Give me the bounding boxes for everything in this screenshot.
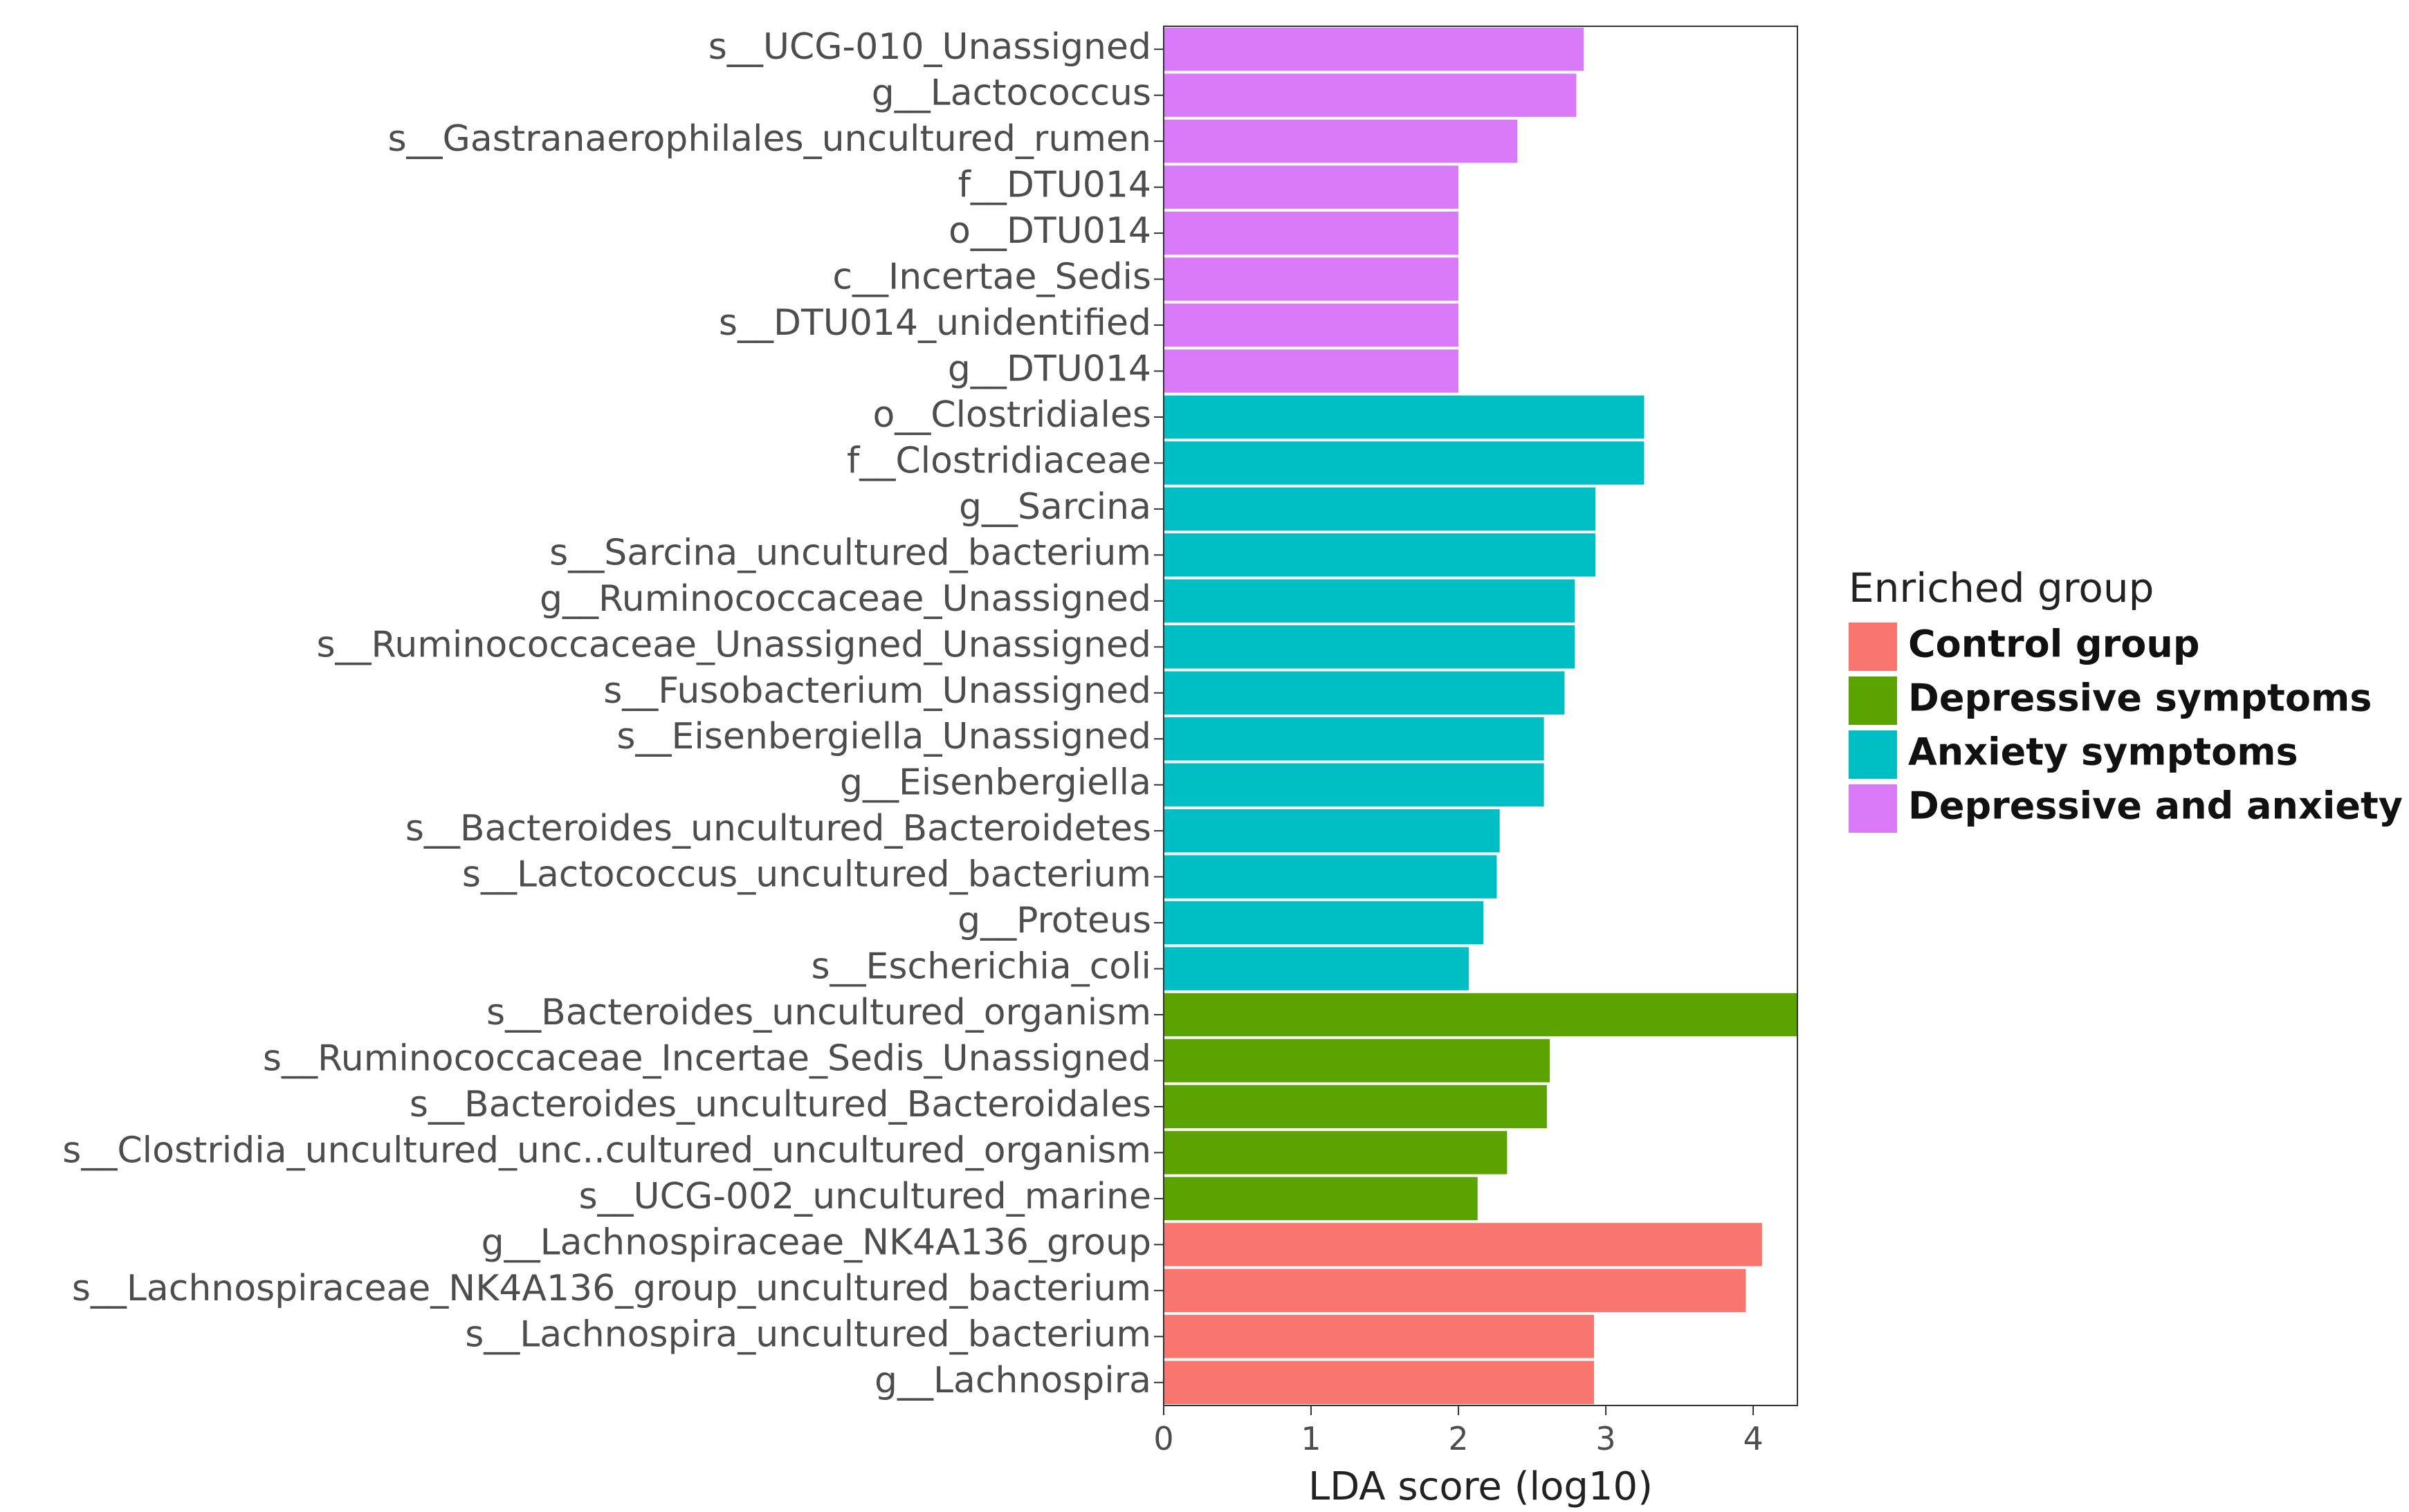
category-label: g__Proteus [958, 900, 1151, 941]
bars-layer [1164, 28, 1797, 1404]
category-label: f__Clostridiaceae [847, 440, 1151, 481]
bar [1164, 303, 1459, 347]
category-label: s__Eisenbergiella_Unassigned [616, 716, 1151, 757]
category-label: s__Gastranaerophilales_uncultured_rumen [387, 118, 1151, 160]
category-label: g__Ruminococcaceae_Unassigned [540, 578, 1151, 620]
category-label: o__DTU014 [949, 210, 1151, 252]
category-label: s__UCG-010_Unassigned [708, 26, 1151, 68]
bar [1164, 947, 1469, 990]
bar [1164, 1177, 1478, 1221]
category-label: s__Ruminococcaceae_Unassigned_Unassigned [316, 624, 1151, 665]
bar [1164, 579, 1575, 623]
legend-label: Control group [1908, 623, 2200, 666]
x-tick-label: 1 [1301, 1420, 1321, 1457]
category-label: g__Lachnospira [874, 1360, 1151, 1401]
category-label: s__Lachnospiraceae_NK4A136_group_uncultu… [72, 1268, 1151, 1309]
category-label: s__DTU014_unidentified [719, 302, 1151, 344]
category-label: s__Fusobacterium_Unassigned [603, 670, 1151, 712]
legend-key [1849, 784, 1897, 833]
x-tick-label: 0 [1153, 1420, 1173, 1457]
bar [1164, 165, 1459, 209]
bar [1164, 717, 1544, 761]
x-axis: 0 1 2 3 4 [1153, 1405, 1764, 1457]
bar [1164, 1361, 1595, 1404]
bar [1164, 73, 1577, 117]
category-label: c__Incertae_Sedis [832, 257, 1151, 298]
x-tick-label: 3 [1595, 1420, 1615, 1457]
bar [1164, 625, 1575, 669]
category-label: s__Clostridia_uncultured_unc..cultured_u… [62, 1130, 1151, 1171]
legend-label: Depressive and anxiety [1908, 784, 2403, 828]
bar [1164, 809, 1500, 853]
category-label: s__Lachnospira_uncultured_bacterium [465, 1313, 1151, 1355]
bar [1164, 28, 1584, 71]
bar [1164, 901, 1484, 945]
category-label: o__Clostridiales [872, 394, 1151, 436]
legend: Enriched group Control group Depressive s… [1849, 564, 2403, 833]
plot-panel-border [1163, 26, 1798, 1406]
category-label: g__DTU014 [948, 349, 1151, 390]
legend-label: Depressive symptoms [1908, 676, 2372, 720]
bar [1164, 671, 1565, 714]
category-label: s__Bacteroides_uncultured_organism [486, 992, 1151, 1033]
legend-title: Enriched group [1849, 564, 2154, 611]
bar [1164, 1315, 1595, 1358]
bar [1164, 763, 1544, 806]
category-label: s__Bacteroides_uncultured_Bacteroidales [410, 1084, 1151, 1125]
category-label: s__Bacteroides_uncultured_Bacteroidetes [405, 808, 1151, 849]
x-tick-label: 2 [1448, 1420, 1468, 1457]
category-label: f__DTU014 [958, 165, 1151, 206]
legend-key [1849, 730, 1897, 779]
category-labels: s__UCG-010_Unassigned g__Lactococcuss__Ga… [62, 26, 1151, 1401]
bar [1164, 855, 1497, 898]
category-label: s__Lactococcus_uncultured_bacterium [462, 854, 1151, 896]
bar [1164, 1131, 1508, 1174]
x-tick-label: 4 [1743, 1420, 1763, 1457]
y-ticks [1154, 48, 1164, 1383]
bar [1164, 119, 1518, 163]
bar [1164, 1039, 1550, 1082]
legend-key [1849, 623, 1897, 671]
x-axis-title: LDA score (log10) [1308, 1464, 1653, 1509]
bar [1164, 487, 1596, 531]
bar [1164, 349, 1459, 393]
category-label: s__Ruminococcaceae_Incertae_Sedis_Unassi… [263, 1038, 1151, 1080]
category-label: s__Sarcina_uncultured_bacterium [549, 532, 1151, 573]
category-label: g__Sarcina [959, 486, 1151, 528]
bar [1164, 1223, 1762, 1266]
bar [1164, 395, 1645, 439]
category-label: s__Escherichia_coli [811, 946, 1151, 988]
bar [1164, 211, 1459, 255]
category-label: g__Eisenbergiella [840, 762, 1151, 804]
bar [1164, 1269, 1746, 1313]
bar [1164, 257, 1459, 301]
bar [1164, 441, 1645, 485]
category-label: s__UCG-002_uncultured_marine [578, 1176, 1151, 1217]
category-label: g__Lachnospiraceae_NK4A136_group [482, 1221, 1151, 1263]
bar [1164, 533, 1596, 577]
bar [1164, 993, 1797, 1037]
bar [1164, 1085, 1547, 1129]
legend-label: Anxiety symptoms [1908, 730, 2298, 774]
category-label: g__Lactococcus [872, 73, 1151, 114]
legend-key [1849, 676, 1897, 725]
